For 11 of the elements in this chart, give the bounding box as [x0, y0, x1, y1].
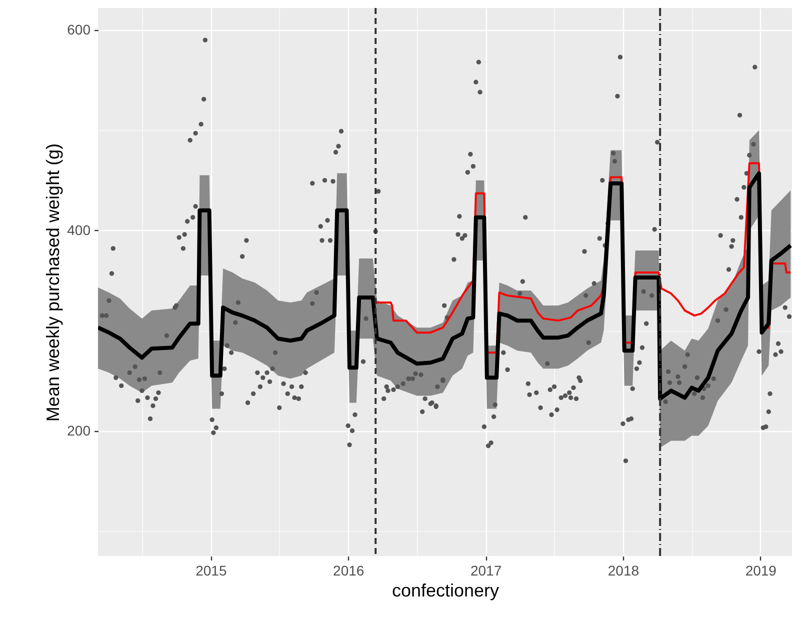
y-tick-label: 400 [67, 222, 91, 238]
x-tick-label: 2017 [470, 562, 502, 578]
x-tick-label: 2018 [608, 562, 640, 578]
y-axis-title: Mean weekly purchased weight (g) [43, 143, 64, 422]
y-tick-label: 600 [67, 22, 91, 38]
line-series [98, 171, 792, 401]
y-tick-label: 200 [67, 422, 91, 438]
x-axis-title: confectionery [392, 580, 500, 600]
x-tick-label: 2019 [745, 562, 777, 578]
x-tick-label: 2016 [333, 562, 364, 578]
x-tick-label: 2015 [196, 562, 227, 578]
